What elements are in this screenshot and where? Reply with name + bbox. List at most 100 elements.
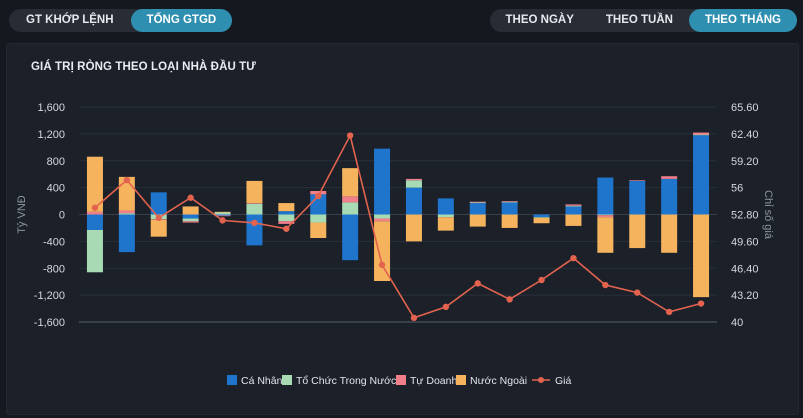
bar-segment <box>469 202 486 204</box>
chart-title: GIÁ TRỊ RÒNG THEO LOẠI NHÀ ĐẦU TƯ <box>31 61 256 73</box>
bar-segment <box>310 222 327 239</box>
y2-tick-label: 56 <box>731 183 743 195</box>
bar-segment <box>629 214 646 249</box>
bar-segment <box>342 202 359 215</box>
price-point <box>634 289 641 296</box>
bar-segment <box>246 203 263 204</box>
y-axis-title: Tỷ VNĐ <box>16 195 28 234</box>
bar-segment <box>86 214 103 230</box>
period-toggle: THEO NGÀY THEO TUẦN THEO THÁNG <box>489 9 797 32</box>
tab-theo-thang[interactable]: THEO THÁNG <box>688 9 797 32</box>
bar-segment <box>150 219 167 237</box>
bar-segment <box>86 211 103 215</box>
bar-segment <box>469 214 486 227</box>
y-tick-label: 0 <box>59 210 65 222</box>
y-tick-label: 800 <box>47 156 65 168</box>
price-point <box>474 280 481 287</box>
bar-segment <box>278 211 295 215</box>
bar-segment <box>182 214 199 219</box>
bar-segment <box>501 201 518 203</box>
price-point <box>378 261 386 269</box>
bar-segment <box>597 215 614 218</box>
bar-segment <box>86 156 103 212</box>
bar-segment <box>278 214 295 222</box>
bar-segment <box>118 214 135 253</box>
price-point <box>123 176 131 184</box>
y-tick-label: 1,600 <box>37 102 65 114</box>
bar-segment <box>565 205 582 207</box>
bar-segment <box>533 214 550 218</box>
price-point <box>346 132 354 139</box>
bar-segment <box>437 214 454 218</box>
legend-marker <box>538 377 544 383</box>
bar-segment <box>405 180 422 188</box>
bar-segment <box>501 201 518 202</box>
price-line <box>94 133 702 319</box>
y2-tick-label: 49.60 <box>731 236 759 248</box>
price-point <box>665 308 673 316</box>
bar-segment <box>533 217 550 218</box>
y2-axis-title: Chỉ số giá <box>762 190 774 240</box>
legend-swatch <box>227 375 237 385</box>
legend-label: Tổ Chức Trong Nước <box>296 375 396 387</box>
y2-tick-label: 40 <box>731 317 743 329</box>
legend-label: Tự Doanh <box>410 375 457 387</box>
y-tick-label: 400 <box>47 183 65 195</box>
bar-segment <box>86 229 103 273</box>
price-point <box>410 314 418 322</box>
bar-segment <box>437 217 454 231</box>
price-point <box>283 225 290 232</box>
tab-theo-tuan[interactable]: THEO TUẦN <box>605 14 673 26</box>
y2-tick-label: 65.60 <box>731 102 759 114</box>
bar-segment <box>501 202 518 215</box>
price-point <box>697 300 705 307</box>
bar-segment <box>118 210 135 214</box>
y2-tick-label: 59.20 <box>731 156 759 168</box>
bar-segment <box>501 214 518 228</box>
y-tick-label: -1,600 <box>34 317 65 329</box>
legend-swatch <box>282 375 292 385</box>
bar-segment <box>469 203 486 215</box>
bar-segment <box>374 214 391 219</box>
bar-segment <box>214 215 231 217</box>
legend-label: Giá <box>555 375 572 387</box>
bar-segment <box>214 214 231 216</box>
bar-segment <box>693 132 710 135</box>
price-point <box>91 204 99 211</box>
y-tick-label: 1,200 <box>37 129 65 141</box>
y2-tick-label: 46.40 <box>731 263 759 275</box>
bar-segment <box>597 177 614 215</box>
net-value-chart: 1,600 1,200 800 400 0 -400 -800 -1,200 -1,600 65.… <box>16 102 774 387</box>
bar-segment <box>278 221 295 224</box>
bar-segment <box>310 214 327 223</box>
bar-segment <box>214 211 231 213</box>
bar-segment <box>565 204 582 206</box>
bar-segment <box>374 218 391 222</box>
bar-segment <box>437 198 454 215</box>
y2-tick-label: 62.40 <box>731 129 759 141</box>
bar-segment <box>597 214 614 216</box>
bar-segment <box>342 168 359 197</box>
tab-tong-gtgd[interactable]: TỔNG GTGD <box>130 9 233 32</box>
price-point <box>315 192 322 200</box>
price-point <box>251 219 258 227</box>
y-tick-label: -1,200 <box>34 290 65 302</box>
tab-theo-ngay[interactable]: THEO NGÀY <box>505 14 574 26</box>
bar-segment <box>246 214 263 246</box>
bar-segment <box>469 201 486 203</box>
bar-segment <box>150 192 167 215</box>
bar-segment <box>246 180 263 204</box>
tab-gt-khop-lenh[interactable]: GT KHỚP LỆNH <box>26 14 114 26</box>
bar-segment <box>342 214 359 261</box>
bar-segment <box>693 135 710 215</box>
bar-segment <box>342 196 359 203</box>
price-point <box>602 281 609 289</box>
y-tick-label: -800 <box>43 263 65 275</box>
price-point <box>155 214 162 222</box>
bar-segment <box>405 214 422 242</box>
price-point <box>538 276 545 284</box>
bar-segment <box>565 214 582 226</box>
price-point <box>442 303 450 311</box>
bar-segment <box>629 180 646 181</box>
bar-segment <box>246 203 263 215</box>
